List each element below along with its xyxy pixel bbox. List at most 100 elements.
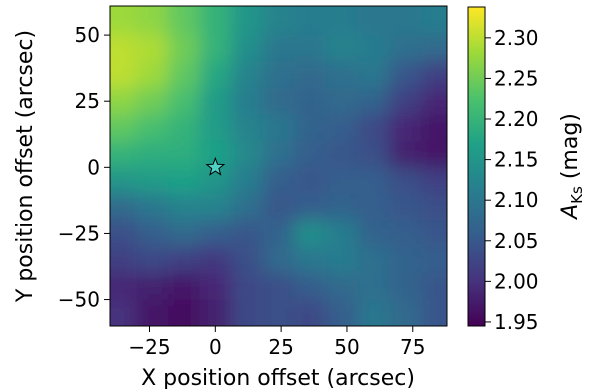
- heatmap-cell: [231, 273, 264, 301]
- heatmap-cell: [136, 299, 169, 326]
- heatmap-cell: [136, 6, 169, 37]
- colorbar-tick-label: 2.00: [494, 269, 539, 293]
- heatmap-cell: [294, 35, 327, 63]
- heatmap-cell: [167, 6, 201, 37]
- x-tick-label: −25: [128, 335, 170, 359]
- heatmap-cell: [420, 193, 447, 222]
- heatmap-cell: [110, 87, 138, 116]
- heatmap-cell: [389, 114, 422, 142]
- colorbar-ticks: 2.30 2.25 2.20 2.15 2.10 2.05 2.00 1.95: [485, 26, 539, 334]
- x-axis-title: X position offset (arcsec): [141, 366, 415, 389]
- heatmap-cell: [262, 220, 296, 248]
- heatmap-cell: [231, 35, 264, 63]
- heatmap-cell: [262, 87, 296, 116]
- heatmap-cell: [357, 87, 391, 116]
- heatmap-cell: [136, 167, 169, 195]
- heatmap-cell: [199, 220, 233, 248]
- heatmap-cell: [420, 87, 447, 116]
- heatmap-cell: [294, 114, 327, 142]
- heatmap-cell: [167, 246, 201, 275]
- heatmap-cell: [262, 167, 296, 195]
- y-axis-ticks: 50 25 0 −25 −50: [58, 23, 110, 312]
- heatmap-cell: [325, 246, 359, 275]
- heatmap-cell: [389, 61, 422, 89]
- heatmap-cell: [294, 167, 327, 195]
- heatmap-cell: [357, 246, 391, 275]
- heatmap-cell: [231, 61, 264, 89]
- heatmap-cell: [136, 193, 169, 222]
- y-axis-title: Y position offset (arcsec): [13, 30, 38, 303]
- heatmap-cell: [420, 35, 447, 63]
- heatmap-cell: [325, 273, 359, 301]
- heatmap-cell: [294, 6, 327, 37]
- heatmap-cell: [167, 193, 201, 222]
- colorbar-tick-label: 2.20: [494, 107, 539, 131]
- heatmap-cell: [325, 61, 359, 89]
- colorbar-tick-label: 2.15: [494, 148, 539, 172]
- heatmap-cell: [420, 273, 447, 301]
- star-marker: [205, 156, 226, 176]
- heatmap-cell: [110, 273, 138, 301]
- colorbar-gradient: [467, 6, 486, 327]
- heatmap-cell: [389, 273, 422, 301]
- heatmap-cell: [199, 193, 233, 222]
- heatmap-cell: [231, 6, 264, 37]
- marker-layer: [205, 156, 226, 176]
- heatmap-cell: [325, 299, 359, 326]
- heatmap-cell: [231, 87, 264, 116]
- heatmap-cell: [420, 220, 447, 248]
- heatmap-cell: [231, 193, 264, 222]
- heatmap-cell: [294, 61, 327, 89]
- heatmap-cell: [167, 140, 201, 169]
- heatmap-cell: [262, 114, 296, 142]
- heatmap-cell: [167, 273, 201, 301]
- heatmap-cells: [110, 6, 447, 326]
- plot-frame: [109, 5, 448, 327]
- heatmap-cell: [294, 246, 327, 275]
- heatmap-cell: [389, 167, 422, 195]
- heatmap-plot-area: −25 0 25 50 75 50 25 0 −25 −50: [58, 5, 448, 359]
- heatmap-cell: [325, 6, 359, 37]
- heatmap-cell: [167, 167, 201, 195]
- heatmap-cell: [167, 61, 201, 89]
- heatmap-cell: [110, 6, 138, 37]
- heatmap-cell: [262, 273, 296, 301]
- heatmap-cell: [136, 35, 169, 63]
- heatmap-cell: [389, 299, 422, 326]
- heatmap-cell: [294, 220, 327, 248]
- heatmap-cell: [167, 114, 201, 142]
- heatmap-cell: [325, 87, 359, 116]
- heatmap-cell: [167, 220, 201, 248]
- heatmap-cell: [389, 140, 422, 169]
- heatmap-cell: [231, 140, 264, 169]
- heatmap-cell: [357, 61, 391, 89]
- colorbar-tick-label: 2.10: [494, 188, 539, 212]
- heatmap-cell: [357, 193, 391, 222]
- heatmap-cell: [110, 114, 138, 142]
- x-tick-label: 0: [209, 335, 222, 359]
- heatmap-cell: [420, 114, 447, 142]
- heatmap-cell: [231, 246, 264, 275]
- y-tick-label: 0: [87, 155, 100, 179]
- x-tick-label: 75: [400, 335, 425, 359]
- heatmap-cell: [262, 299, 296, 326]
- heatmap-cell: [357, 114, 391, 142]
- heatmap-cell: [294, 273, 327, 301]
- heatmap-cell: [136, 273, 169, 301]
- colorbar-tick-label: 2.25: [494, 66, 539, 90]
- heatmap-cell: [325, 220, 359, 248]
- colorbar-tick-label: 2.05: [494, 229, 539, 253]
- y-tick-label: −25: [58, 221, 100, 245]
- heatmap-cell: [357, 167, 391, 195]
- heatmap-cell: [389, 35, 422, 63]
- heatmap-cell: [199, 6, 233, 37]
- heatmap-cell: [136, 61, 169, 89]
- heatmap-cell: [357, 140, 391, 169]
- heatmap-cell: [110, 299, 138, 326]
- heatmap-cell: [262, 61, 296, 89]
- heatmap-cell: [110, 140, 138, 169]
- heatmap-cell: [136, 87, 169, 116]
- heatmap-cell: [167, 299, 201, 326]
- heatmap-cell: [420, 299, 447, 326]
- heatmap-cell: [110, 220, 138, 248]
